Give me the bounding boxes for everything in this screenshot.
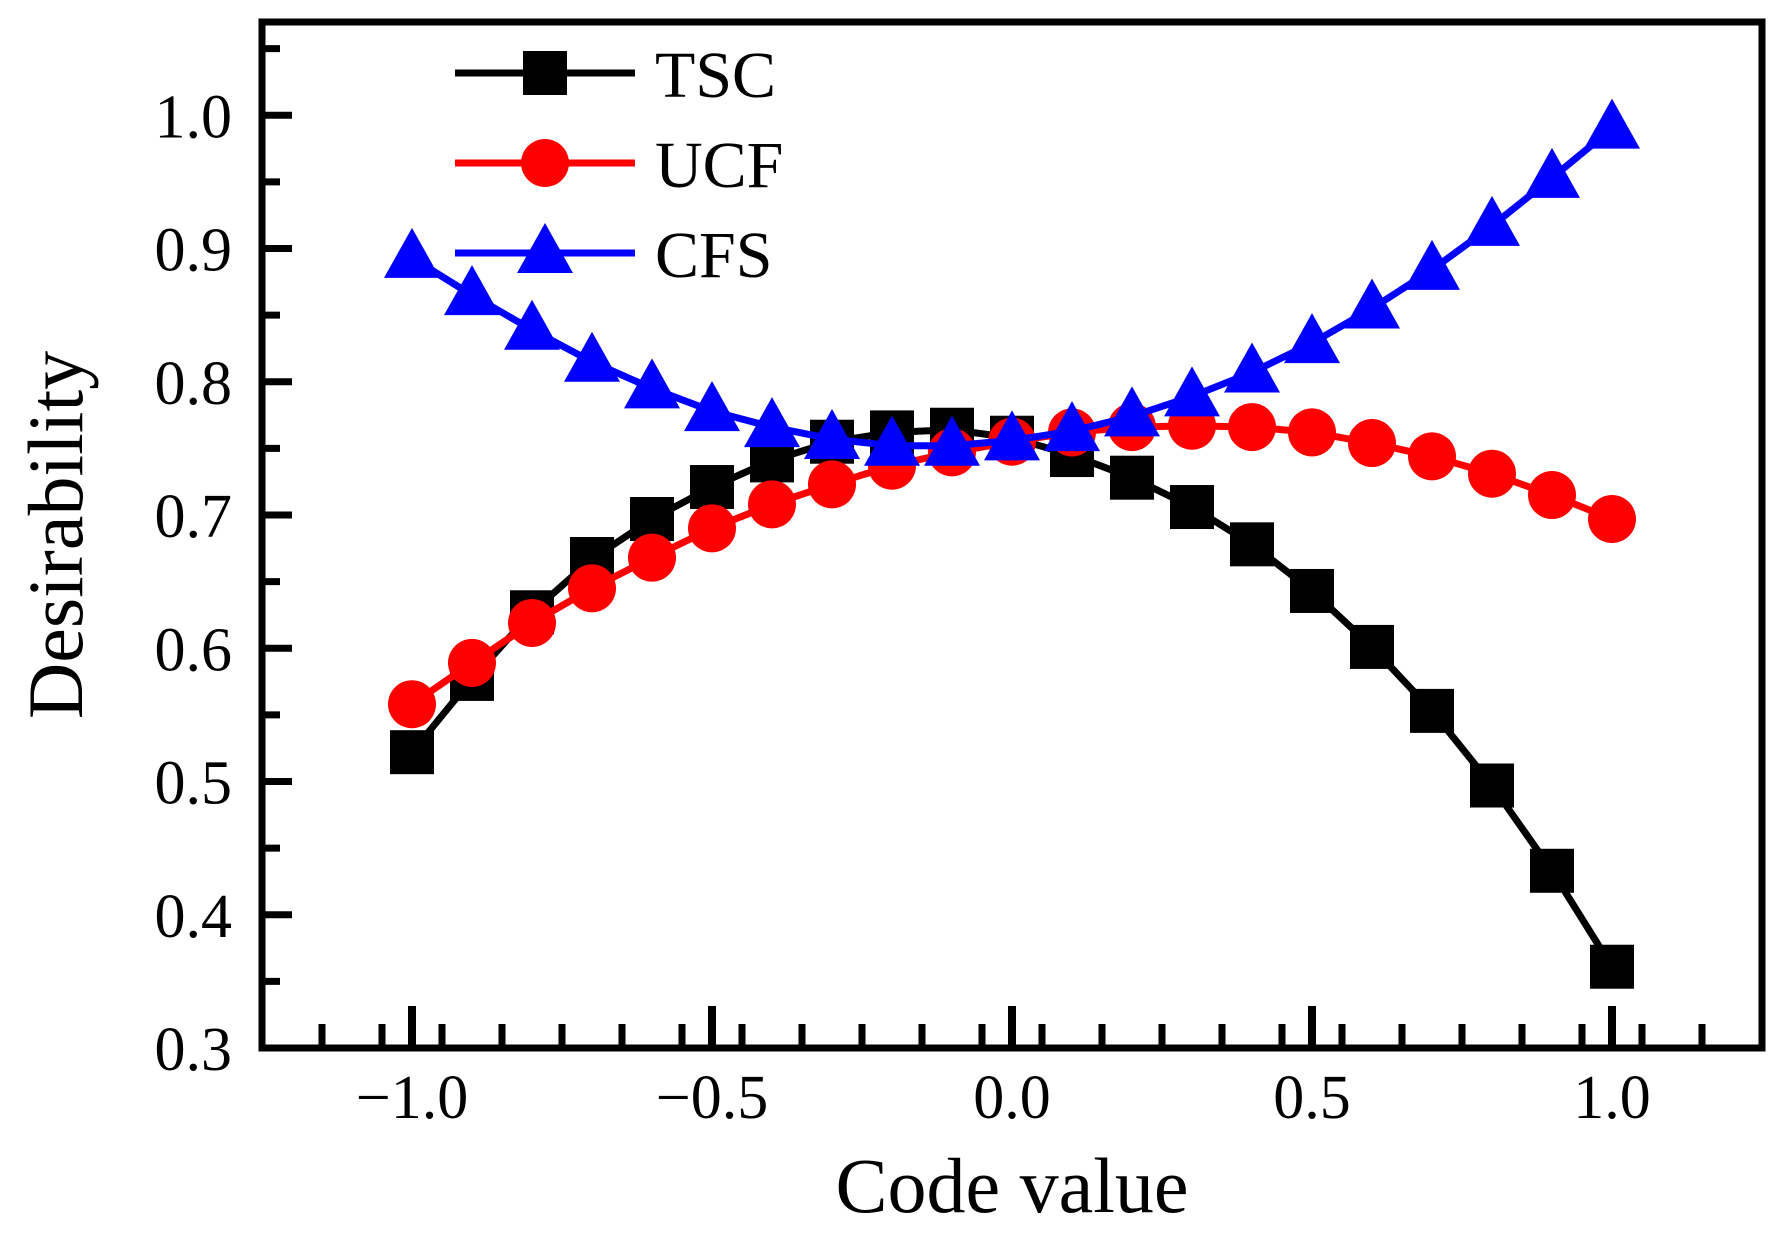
- ucf-point: [448, 638, 496, 687]
- cfs-point: [1464, 195, 1520, 246]
- legend-marker-cfs: [517, 223, 573, 273]
- tsc-point: [1110, 455, 1154, 500]
- cfs-point: [744, 397, 800, 448]
- cfs-point: [864, 415, 920, 466]
- cfs-point: [1284, 313, 1340, 364]
- cfs-point: [1044, 401, 1100, 452]
- tsc-point: [1530, 848, 1574, 893]
- cfs-point: [1104, 386, 1160, 437]
- tsc-point: [390, 730, 434, 775]
- ucf-point: [1528, 471, 1576, 520]
- x-axis-title: Code value: [835, 1142, 1188, 1229]
- y-axis-title: Desirability: [12, 351, 99, 719]
- ucf-point: [628, 533, 676, 582]
- ucf-point: [1228, 403, 1276, 452]
- tsc-point: [1470, 763, 1514, 808]
- y-axis-ticks: 0.3 0.4 0.5 0.6 0.7 0.8 0.9 1.0: [155, 45, 292, 1084]
- tsc-point: [1170, 485, 1214, 530]
- tsc-point: [1230, 522, 1274, 567]
- series-cfs: [384, 98, 1640, 466]
- ucf-point: [568, 564, 616, 613]
- series-tsc: [390, 407, 1634, 989]
- legend-marker-tsc: [523, 51, 567, 95]
- cfs-point: [1164, 366, 1220, 417]
- tsc-point: [690, 465, 734, 510]
- legend-item-ucf: UCF: [455, 129, 783, 202]
- y-tick-label: 0.7: [155, 483, 233, 551]
- cfs-point: [1344, 278, 1400, 329]
- cfs-point: [924, 415, 980, 466]
- cfs-point: [1224, 342, 1280, 393]
- ucf-point: [1348, 419, 1396, 468]
- x-tick-label: 0.0: [973, 1064, 1051, 1132]
- cfs-point: [384, 227, 440, 278]
- tsc-point: [1590, 944, 1634, 989]
- ucf-point: [748, 480, 796, 529]
- legend-item-tsc: TSC: [455, 39, 776, 112]
- ucf-point: [1288, 408, 1336, 457]
- legend: TSC UCF CFS: [455, 39, 783, 292]
- cfs-point: [444, 265, 500, 316]
- tsc-point: [1410, 688, 1454, 733]
- legend-marker-ucf: [521, 139, 569, 187]
- tsc-point: [1290, 568, 1334, 613]
- cfs-point: [1584, 98, 1640, 149]
- ucf-point: [808, 460, 856, 509]
- legend-label-cfs: CFS: [655, 219, 772, 292]
- ucf-point: [508, 598, 556, 647]
- cfs-point: [1404, 239, 1460, 290]
- y-tick-label: 0.6: [155, 616, 233, 684]
- cfs-point: [1524, 147, 1580, 198]
- x-tick-label: 0.5: [1273, 1064, 1351, 1132]
- y-tick-label: 1.0: [155, 83, 233, 151]
- cfs-point: [684, 381, 740, 432]
- ucf-point: [688, 504, 736, 553]
- ucf-point: [1408, 432, 1456, 481]
- x-tick-label: 1.0: [1573, 1064, 1651, 1132]
- x-tick-label: −1.0: [356, 1064, 468, 1132]
- ucf-point: [1588, 495, 1636, 544]
- tsc-point: [1350, 624, 1394, 669]
- cfs-point: [804, 409, 860, 460]
- legend-label-ucf: UCF: [655, 129, 783, 202]
- legend-label-tsc: TSC: [655, 39, 776, 112]
- x-axis-ticks: −1.0 −0.5 0.0 0.5 1.0: [318, 1006, 1706, 1132]
- y-tick-label: 0.9: [155, 217, 233, 285]
- x-tick-label: −0.5: [656, 1064, 768, 1132]
- cfs-point: [984, 410, 1040, 461]
- cfs-point: [504, 299, 560, 350]
- ucf-point: [1468, 449, 1516, 498]
- y-tick-label: 0.4: [155, 883, 233, 951]
- legend-item-cfs: CFS: [455, 219, 772, 292]
- y-tick-label: 0.5: [155, 750, 233, 818]
- series-layer: [384, 98, 1640, 989]
- y-tick-label: 0.3: [155, 1016, 233, 1084]
- cfs-point: [564, 331, 620, 382]
- y-tick-label: 0.8: [155, 350, 233, 418]
- ucf-point: [388, 680, 436, 729]
- cfs-point: [624, 358, 680, 409]
